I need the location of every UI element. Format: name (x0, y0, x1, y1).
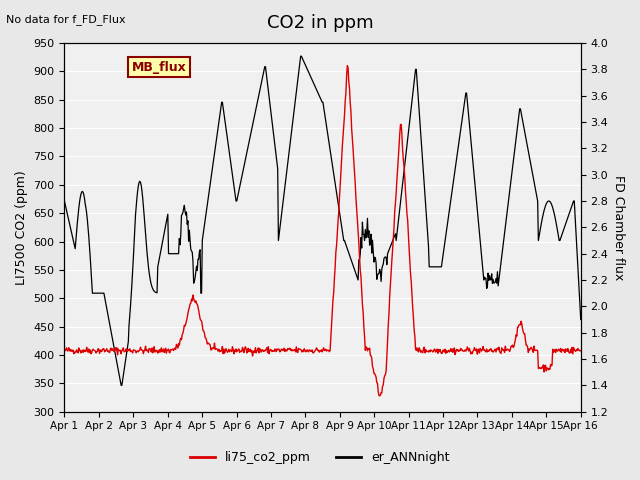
Y-axis label: LI7500 CO2 (ppm): LI7500 CO2 (ppm) (15, 170, 28, 285)
Text: CO2 in ppm: CO2 in ppm (267, 14, 373, 33)
Legend: li75_co2_ppm, er_ANNnight: li75_co2_ppm, er_ANNnight (186, 446, 454, 469)
Text: No data for f_FD_Flux: No data for f_FD_Flux (6, 14, 126, 25)
Text: MB_flux: MB_flux (132, 60, 186, 73)
Y-axis label: FD Chamber flux: FD Chamber flux (612, 175, 625, 280)
